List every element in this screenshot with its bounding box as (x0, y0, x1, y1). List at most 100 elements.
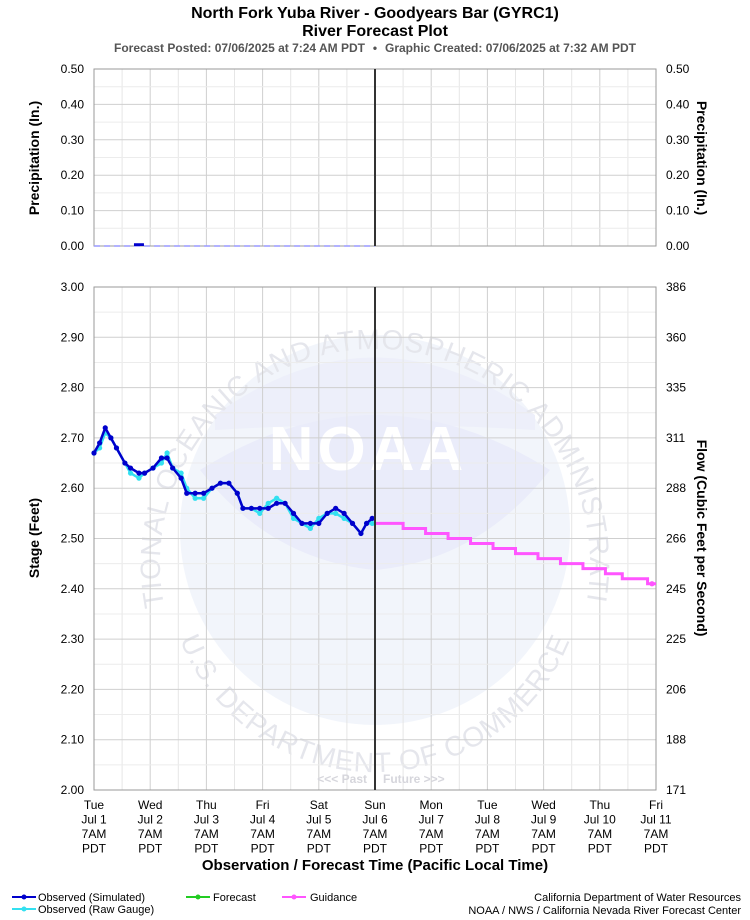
stage-ytick-left: 2.00 (61, 783, 85, 797)
legend-item-observed-simulated: Observed (Simulated) (12, 892, 145, 904)
flow-ytick-right: 266 (666, 532, 686, 546)
legend-item-observed-raw: Observed (Raw Gauge) (12, 904, 154, 916)
credit-line-2: NOAA / NWS / California Nevada River For… (468, 905, 741, 917)
series-point (274, 495, 280, 501)
x-tick-label: Thu Jul 10 7AM PDT (584, 798, 616, 856)
legend-label: Guidance (310, 892, 357, 904)
series-point (257, 510, 263, 516)
flow-ytick-right: 171 (666, 783, 686, 797)
legend-item-forecast: Forecast (186, 892, 256, 904)
series-point (290, 515, 297, 521)
flow-ytick-right: 188 (666, 733, 686, 747)
series-point (265, 505, 271, 511)
stage-ytick-left: 3.00 (61, 280, 85, 294)
series-point (257, 505, 263, 511)
flow-ytick-right: 311 (666, 431, 685, 445)
stage-ytick-left: 2.10 (61, 733, 85, 747)
series-point (341, 515, 347, 521)
legend-label: Observed (Raw Gauge) (38, 904, 154, 916)
chart-subtitle: River Forecast Plot (302, 23, 449, 40)
x-tick-label: Mon Jul 7 7AM PDT (419, 798, 445, 856)
flow-ytick-right: 245 (666, 582, 686, 596)
series-point (299, 520, 305, 527)
flow-ytick-right: 288 (666, 481, 686, 495)
forecast-posted: Forecast Posted: 07/06/2025 at 7:24 AM P… (114, 41, 366, 55)
series-point (122, 460, 128, 466)
precip-ytick-right: 0.30 (666, 133, 690, 147)
chart-title: North Fork Yuba River - Goodyears Bar (G… (191, 5, 559, 22)
stage-ytick-left: 2.70 (61, 431, 85, 445)
series-point (274, 500, 280, 506)
series-point (127, 470, 134, 476)
legend-label: Observed (Simulated) (38, 892, 145, 904)
x-tick-labels: Tue Jul 1 7AM PDT Wed Jul 2 7AM PDT Thu Jul 3 7AM P… (81, 798, 672, 856)
series-point (200, 495, 207, 501)
stage-ytick-left: 2.50 (61, 532, 85, 546)
series-point (192, 495, 198, 501)
header-separator: • (373, 41, 377, 55)
precip-ytick-right: 0.00 (666, 239, 690, 253)
flow-ytick-right: 225 (666, 632, 686, 646)
precip-ytick-left: 0.30 (61, 133, 85, 147)
x-tick-label: Fri Jul 11 7AM PDT (640, 798, 671, 856)
flow-right-ylabel: Flow (Cubic Feet per Second) (694, 440, 710, 637)
precip-bars (94, 243, 375, 247)
series-point (97, 440, 103, 446)
series-point (113, 445, 120, 451)
series-point (178, 475, 184, 481)
series-point (358, 530, 364, 537)
series-point (164, 450, 170, 456)
series-point (184, 490, 190, 496)
x-tick-label: Fri Jul 4 7AM PDT (250, 798, 276, 856)
series-point (226, 480, 232, 486)
series-point (127, 465, 134, 471)
series-point (141, 470, 148, 476)
series-point (369, 515, 375, 521)
series-point (265, 500, 271, 506)
series-point (217, 480, 224, 486)
y-tick-labels: 0.50 0.50 0.40 0.40 0.30 0.30 0.20 0.20 0.10 0.10… (61, 62, 690, 797)
series-point (91, 450, 97, 456)
stage-series (91, 424, 656, 587)
series-point (200, 490, 207, 496)
series-point (316, 515, 322, 521)
series-point (333, 510, 339, 516)
series-point (333, 505, 339, 511)
series-point (150, 465, 156, 471)
stage-left-ylabel: Stage (Feet) (26, 498, 42, 578)
guidance-line (375, 521, 656, 586)
precip-ytick-left: 0.40 (61, 97, 85, 111)
precip-ytick-right: 0.40 (666, 97, 690, 111)
stage-ytick-left: 2.40 (61, 582, 85, 596)
precip-ytick-left: 0.50 (61, 62, 85, 76)
series-point (102, 425, 108, 431)
x-tick-label: Wed Jul 9 7AM PDT (531, 798, 557, 856)
series-point (282, 500, 288, 506)
precip-ytick-left: 0.20 (61, 168, 85, 182)
precip-bar (133, 243, 144, 246)
x-axis-title: Observation / Forecast Time (Pacific Loc… (202, 857, 548, 874)
flow-ytick-right: 206 (666, 682, 686, 696)
stage-ytick-left: 2.80 (61, 381, 85, 395)
series-point (136, 470, 142, 476)
series-point (158, 460, 165, 466)
series-point (324, 510, 330, 516)
series-point (363, 520, 370, 527)
series-point (164, 455, 170, 461)
stage-ytick-left: 2.30 (61, 632, 85, 646)
x-tick-label: Wed Jul 2 7AM PDT (138, 798, 164, 856)
precip-ytick-left: 0.00 (61, 239, 85, 253)
stage-ytick-left: 2.60 (61, 481, 85, 495)
series-point (307, 520, 313, 527)
series-point (316, 520, 322, 527)
x-tick-label: Tue Jul 8 7AM PDT (475, 798, 501, 856)
precip-right-ylabel: Precipitation (In.) (694, 101, 710, 215)
series-point (178, 470, 184, 476)
graphic-created: Graphic Created: 07/06/2025 at 7:32 AM P… (385, 41, 637, 55)
series-point (192, 490, 198, 496)
legend-item-guidance: Guidance (282, 892, 357, 904)
precip-ytick-right: 0.10 (666, 204, 690, 218)
precip-left-ylabel: Precipitation (In.) (26, 101, 42, 215)
series-point (341, 510, 347, 516)
